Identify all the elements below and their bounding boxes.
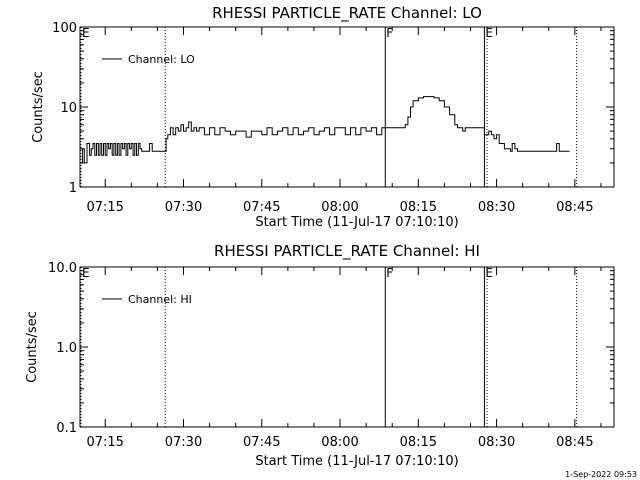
x-tick-label: 07:15: [86, 200, 123, 215]
event-marker-label: F: [386, 26, 393, 40]
legend-label: Channel: HI: [128, 293, 192, 306]
x-tick-label: 07:15: [86, 435, 123, 450]
x-tick-label: 08:15: [400, 435, 437, 450]
plot-frame: [79, 26, 615, 188]
event-marker-label: E: [82, 266, 90, 280]
x-axis-label: Start Time (11-Jul-17 07:10:10): [255, 215, 458, 230]
event-marker-label: F: [386, 266, 393, 280]
y-tick-label: 1.0: [56, 341, 77, 356]
chart-title: RHESSI PARTICLE_RATE Channel: LO: [212, 4, 482, 23]
x-tick-label: 08:30: [478, 200, 515, 215]
x-tick-label: 08:30: [478, 435, 515, 450]
x-tick-label: 07:45: [243, 200, 280, 215]
x-tick-label: 08:15: [400, 200, 437, 215]
legend-label: Channel: LO: [128, 53, 195, 66]
event-marker-label: E: [82, 26, 90, 40]
chart-panel-1: RHESSI PARTICLE_RATE Channel: HI 0.1 1.0 10…: [25, 242, 615, 469]
chart-panel-0: RHESSI PARTICLE_RATE Channel: LO 1 10 100 Co…: [31, 4, 615, 230]
y-tick-label: 0.1: [56, 421, 77, 436]
event-marker-label: E: [485, 266, 493, 280]
event-marker-label: E: [485, 26, 493, 40]
y-tick-label: 10: [60, 101, 77, 116]
y-tick-label: 10.0: [48, 261, 77, 276]
x-tick-label: 08:45: [556, 435, 593, 450]
series-line-0: [80, 96, 570, 164]
x-tick-label: 07:30: [165, 200, 202, 215]
x-tick-label: 08:45: [556, 200, 593, 215]
x-tick-label: 07:30: [165, 435, 202, 450]
chart-title: RHESSI PARTICLE_RATE Channel: HI: [214, 242, 480, 261]
y-axis-label: Counts/sec: [31, 71, 46, 143]
footer-timestamp: 1-Sep-2022 09:53: [565, 470, 637, 479]
x-axis-label: Start Time (11-Jul-17 07:10:10): [255, 454, 458, 469]
x-tick-label: 08:00: [321, 200, 358, 215]
x-tick-label: 07:45: [243, 435, 280, 450]
y-tick-label: 100: [52, 21, 77, 36]
y-axis-label: Counts/sec: [25, 311, 40, 383]
plot-frame: [79, 266, 615, 428]
y-tick-label: 1: [69, 181, 77, 196]
x-tick-label: 08:00: [321, 435, 358, 450]
